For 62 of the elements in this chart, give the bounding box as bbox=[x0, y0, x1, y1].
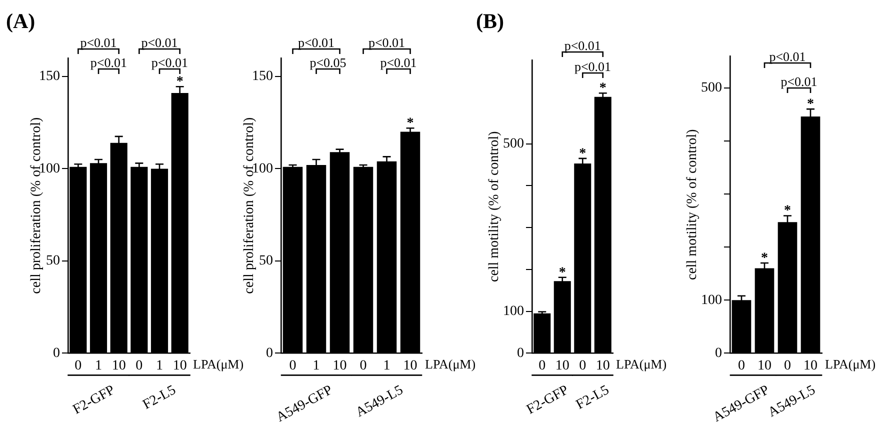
y-tick-label: 500 bbox=[701, 80, 722, 96]
x-tick-label: 0 bbox=[136, 358, 143, 374]
x-tick-label: 10 bbox=[403, 358, 418, 374]
x-tick-label: 10 bbox=[112, 358, 126, 374]
y-tick-label: 150 bbox=[39, 69, 60, 84]
y-axis-title: cell motility (% of control) bbox=[487, 130, 502, 282]
y-tick-label: 100 bbox=[701, 292, 722, 308]
text: p<0.01 bbox=[564, 38, 601, 53]
data-label: * bbox=[176, 74, 184, 90]
annotation: p<0.01 bbox=[90, 55, 127, 70]
y-tick-label: 100 bbox=[39, 161, 60, 176]
text: p<0.01 bbox=[368, 35, 406, 50]
y-tick-label: 100 bbox=[503, 304, 524, 319]
x-tick-label: 10 bbox=[758, 358, 772, 374]
annotation: p<0.01 bbox=[769, 49, 806, 64]
x-tick-label: 10 bbox=[555, 358, 570, 374]
x-tick-label: 0 bbox=[738, 358, 745, 374]
y-tick-label: 0 bbox=[517, 346, 524, 361]
annotation: p<0.01 bbox=[780, 74, 818, 89]
annotation: p<0.01 bbox=[574, 59, 612, 74]
x-tick-label: 1 bbox=[95, 358, 102, 374]
y-tick-label: 50 bbox=[46, 254, 60, 269]
x-tick-label: 0 bbox=[784, 358, 791, 374]
x-axis-title: LPA(μM) bbox=[425, 356, 476, 372]
y-axis-title: cell motility (% of control) bbox=[685, 128, 700, 280]
chart-title: (B) bbox=[476, 9, 504, 33]
x-axis-title: LPA(μM) bbox=[193, 356, 244, 372]
x-tick-label: 0 bbox=[289, 358, 296, 374]
data-label: * bbox=[579, 146, 586, 162]
y-tick-label: 0 bbox=[266, 346, 273, 361]
data-label: * bbox=[406, 116, 414, 132]
x-tick-label: 0 bbox=[579, 358, 586, 374]
annotation: p<0.01 bbox=[380, 55, 417, 70]
x-tick-label: 0 bbox=[538, 358, 546, 374]
x-tick-label: 10 bbox=[332, 358, 347, 374]
data-label: * bbox=[761, 250, 768, 266]
x-axis-title: LPA(μM) bbox=[825, 356, 876, 372]
x-tick-label: 1 bbox=[383, 358, 390, 374]
text: p<0.01 bbox=[141, 35, 178, 50]
x-tick-label: 0 bbox=[360, 358, 367, 374]
x-axis-title: LPA(μM) bbox=[616, 356, 667, 372]
annotation: p<0.01 bbox=[151, 55, 188, 70]
data-label: * bbox=[784, 204, 791, 219]
annotation: p<0.05 bbox=[310, 55, 346, 70]
x-tick-label: 0 bbox=[74, 358, 82, 374]
y-tick-label: 0 bbox=[715, 346, 722, 361]
y-tick-label: 100 bbox=[252, 161, 273, 176]
x-tick-label: 10 bbox=[596, 358, 610, 374]
x-tick-label: 1 bbox=[156, 358, 163, 374]
y-tick-label: 50 bbox=[259, 254, 273, 269]
text: p<0.01 bbox=[80, 35, 117, 50]
data-label: * bbox=[558, 265, 566, 280]
x-tick-label: 10 bbox=[172, 358, 187, 374]
data-label: * bbox=[807, 97, 814, 112]
y-tick-label: 500 bbox=[503, 136, 524, 152]
y-tick-label: 150 bbox=[252, 69, 273, 84]
x-tick-label: 1 bbox=[312, 358, 320, 374]
chart-title: (A) bbox=[6, 9, 36, 33]
x-tick-label: 10 bbox=[804, 358, 818, 374]
data-label: * bbox=[599, 81, 606, 96]
text: p<0.01 bbox=[298, 35, 335, 50]
y-tick-label: 0 bbox=[53, 346, 60, 361]
